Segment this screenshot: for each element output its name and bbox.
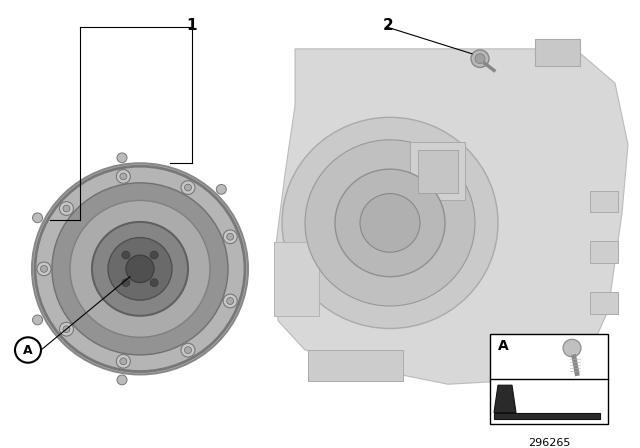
Circle shape <box>475 54 485 64</box>
Circle shape <box>32 163 248 375</box>
Circle shape <box>40 265 47 272</box>
Circle shape <box>117 153 127 163</box>
Circle shape <box>33 315 42 325</box>
Circle shape <box>15 337 41 363</box>
Bar <box>590 241 618 263</box>
Circle shape <box>181 181 195 194</box>
Bar <box>590 293 618 314</box>
Circle shape <box>33 213 42 223</box>
Circle shape <box>305 140 475 306</box>
Circle shape <box>63 205 70 212</box>
Circle shape <box>120 358 127 365</box>
Circle shape <box>52 183 228 355</box>
Circle shape <box>181 343 195 357</box>
Circle shape <box>150 251 158 259</box>
Circle shape <box>92 222 188 316</box>
Circle shape <box>216 185 227 194</box>
Circle shape <box>120 173 127 180</box>
Circle shape <box>184 347 191 353</box>
Circle shape <box>282 117 498 328</box>
Circle shape <box>335 169 445 277</box>
Text: A: A <box>498 339 509 353</box>
Circle shape <box>223 294 237 308</box>
Circle shape <box>60 323 74 336</box>
Text: 1: 1 <box>187 17 197 33</box>
Text: 2: 2 <box>383 17 394 33</box>
Circle shape <box>563 339 581 357</box>
Circle shape <box>227 233 234 240</box>
Circle shape <box>70 200 210 337</box>
Polygon shape <box>494 385 516 413</box>
Bar <box>535 39 580 66</box>
Bar <box>418 150 458 193</box>
Bar <box>308 350 403 381</box>
Text: 296265: 296265 <box>528 438 570 448</box>
Polygon shape <box>494 413 600 419</box>
Circle shape <box>63 326 70 332</box>
Circle shape <box>116 170 131 183</box>
Circle shape <box>117 375 127 385</box>
Bar <box>274 242 319 316</box>
Circle shape <box>122 279 130 287</box>
Circle shape <box>108 237 172 300</box>
Circle shape <box>126 255 154 283</box>
Circle shape <box>223 230 237 244</box>
Text: A: A <box>23 344 33 357</box>
Circle shape <box>116 354 131 368</box>
Circle shape <box>60 202 74 215</box>
Circle shape <box>227 297 234 304</box>
Bar <box>410 142 465 200</box>
Circle shape <box>37 262 51 276</box>
Polygon shape <box>275 49 628 384</box>
Circle shape <box>150 279 158 287</box>
Circle shape <box>122 251 130 259</box>
Circle shape <box>360 194 420 252</box>
Circle shape <box>471 50 489 68</box>
Bar <box>490 334 608 424</box>
Circle shape <box>184 184 191 191</box>
Bar <box>590 191 618 212</box>
